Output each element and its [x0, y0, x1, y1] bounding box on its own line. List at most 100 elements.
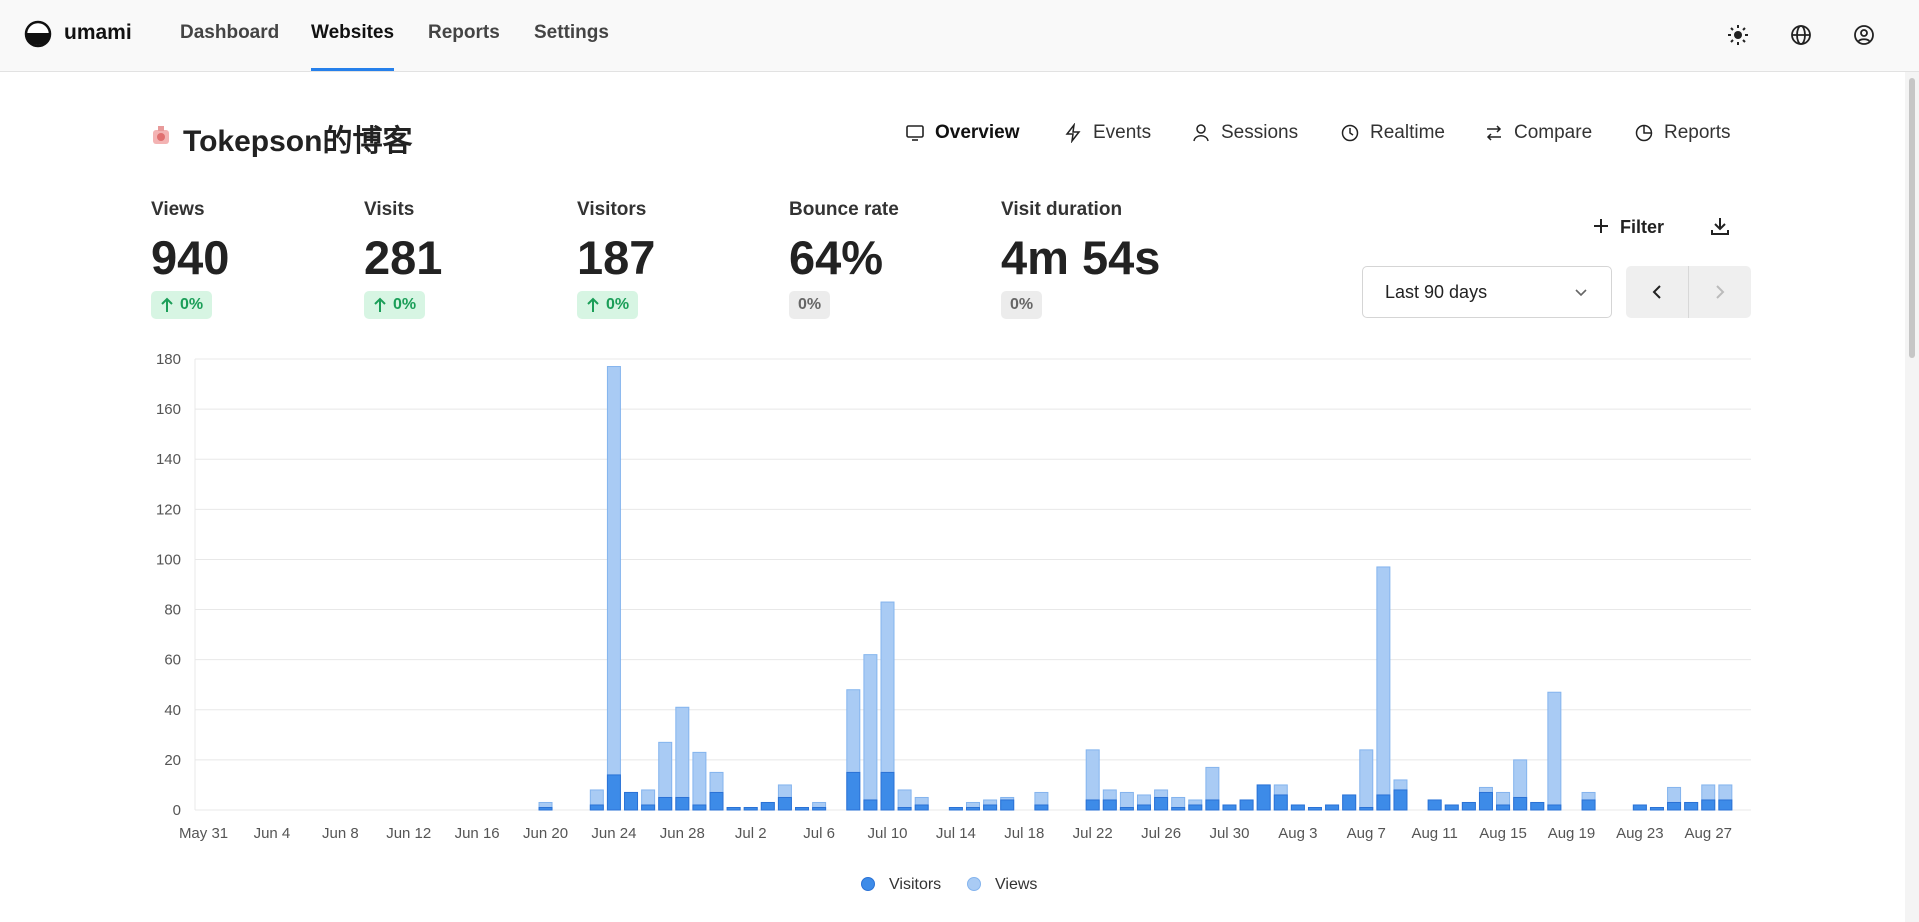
- tab[interactable]: Sessions: [1191, 122, 1298, 144]
- bar: [675, 706, 690, 811]
- nav-item[interactable]: Dashboard: [180, 22, 280, 43]
- y-tick-label: 0: [173, 802, 181, 819]
- x-tick-label: Aug 7: [1347, 825, 1386, 842]
- bar: [658, 796, 673, 811]
- tab-label: Events: [1093, 122, 1152, 143]
- metric-change: 0%: [151, 291, 213, 319]
- legend-label: Visitors: [889, 876, 941, 893]
- bar: [863, 799, 878, 811]
- bar: [675, 796, 690, 811]
- bar: [1239, 799, 1254, 811]
- bar: [846, 771, 861, 811]
- tab-icon: [1635, 124, 1653, 142]
- nav-item[interactable]: Settings: [534, 22, 609, 43]
- tab[interactable]: Overview: [905, 122, 1020, 144]
- bar: [1444, 804, 1459, 811]
- metric-value: 187: [577, 231, 656, 284]
- bar: [1273, 794, 1288, 811]
- x-tick-label: Jun 20: [523, 825, 568, 842]
- x-tick-label: Aug 3: [1278, 825, 1317, 842]
- bar: [1000, 799, 1015, 811]
- bar: [1547, 804, 1562, 811]
- x-tick-label: Jul 26: [1141, 825, 1181, 842]
- x-tick-label: May 31: [179, 825, 228, 842]
- filter-icon[interactable]: [1591, 216, 1611, 236]
- bar: [1376, 794, 1391, 811]
- y-tick-label: 60: [164, 652, 181, 669]
- bar: [1649, 806, 1664, 811]
- site-icon: [153, 126, 169, 144]
- nav-item[interactable]: Reports: [428, 22, 500, 43]
- x-tick-label: Jun 4: [254, 825, 291, 842]
- change-value: 0%: [393, 296, 417, 313]
- scrollbar: [1905, 72, 1919, 922]
- prev-button[interactable]: [1647, 282, 1667, 302]
- x-tick-label: Aug 23: [1616, 825, 1664, 842]
- x-tick-label: Jun 8: [322, 825, 359, 842]
- tab[interactable]: Realtime: [1340, 122, 1445, 144]
- bar: [760, 801, 775, 811]
- tab[interactable]: Reports: [1634, 122, 1731, 144]
- bar: [1307, 806, 1322, 811]
- up-arrow: [587, 297, 599, 312]
- tab[interactable]: Events: [1063, 122, 1151, 144]
- bar: [1102, 799, 1117, 811]
- brand[interactable]: umami: [64, 21, 132, 44]
- tab-icon: [1193, 124, 1209, 142]
- x-tick-label: Jun 16: [455, 825, 500, 842]
- bar: [897, 789, 912, 811]
- metric-value: 940: [151, 231, 230, 284]
- bar: [983, 804, 998, 811]
- tab-label: Compare: [1514, 122, 1593, 143]
- chevron-down: [1575, 289, 1587, 297]
- tab[interactable]: Compare: [1484, 122, 1592, 144]
- download-icon[interactable]: [1709, 215, 1731, 237]
- x-tick-label: Jul 2: [735, 825, 767, 842]
- bar: [795, 806, 810, 811]
- metric-value: 281: [364, 231, 443, 284]
- bar: [1547, 691, 1562, 811]
- divider: [1688, 266, 1689, 318]
- next-button[interactable]: [1710, 282, 1730, 302]
- date-select[interactable]: Last 90 days: [1362, 266, 1612, 318]
- bar: [726, 806, 741, 811]
- bar: [1342, 794, 1357, 811]
- filter-button[interactable]: Filter: [1620, 217, 1665, 237]
- bar: [692, 804, 707, 811]
- x-tick-label: Jul 18: [1004, 825, 1044, 842]
- site-title: Tokepson的博客: [183, 125, 413, 158]
- metric-label: Views: [151, 199, 205, 220]
- logo: [24, 20, 52, 48]
- legend-swatch: [967, 877, 981, 891]
- legend-label: Views: [995, 876, 1037, 893]
- header: umami Dashboard Websites Reports Settings: [0, 0, 1919, 72]
- bar: [863, 654, 878, 811]
- date-nav: [1626, 266, 1751, 318]
- metric-value: 4m 54s: [1001, 231, 1161, 284]
- change-value: 0%: [798, 296, 822, 313]
- x-tick-label: Aug 15: [1479, 825, 1527, 842]
- bar: [1359, 749, 1374, 811]
- tab-icon: [1486, 125, 1502, 141]
- nav-item[interactable]: Websites: [311, 22, 395, 43]
- metric-label: Visits: [364, 199, 415, 220]
- theme-icon[interactable]: [1726, 23, 1750, 47]
- language-icon[interactable]: [1789, 23, 1813, 47]
- y-tick-label: 180: [156, 351, 181, 368]
- date-range: Last 90 days: [1385, 282, 1488, 302]
- bar: [1290, 804, 1305, 811]
- x-tick-label: Aug 11: [1411, 825, 1457, 842]
- bar: [1581, 799, 1596, 811]
- bar: [966, 806, 980, 811]
- bar: [1188, 804, 1203, 811]
- bar: [1530, 801, 1545, 811]
- bar: [880, 771, 895, 811]
- bar: [743, 806, 758, 811]
- up-arrow: [161, 297, 173, 312]
- tab-label: Overview: [935, 122, 1020, 143]
- profile-icon[interactable]: [1852, 23, 1876, 47]
- x-tick-label: Jun 12: [386, 825, 431, 842]
- bar: [1171, 806, 1186, 811]
